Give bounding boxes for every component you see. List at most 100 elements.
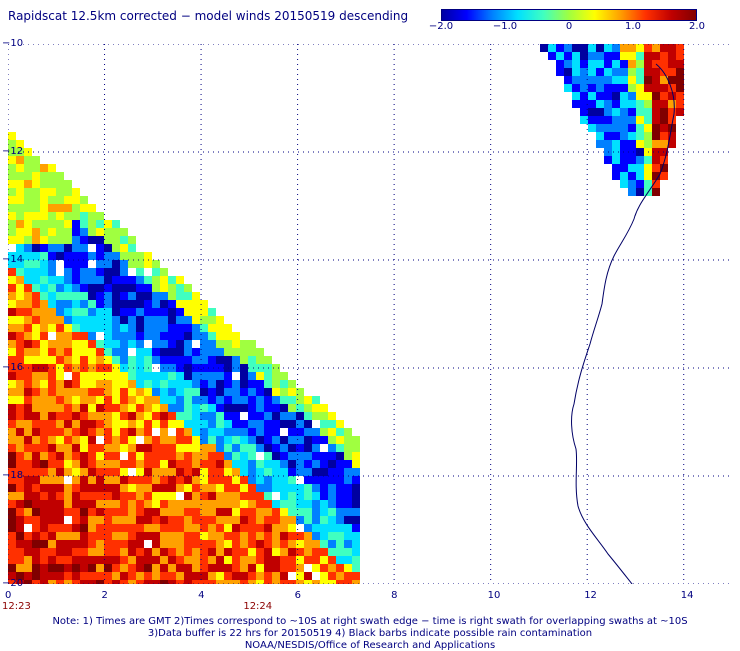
wind-cell	[184, 340, 192, 348]
x-tick-label: 6	[294, 590, 301, 601]
wind-cell	[208, 340, 216, 348]
wind-cell	[8, 156, 16, 164]
wind-cell	[16, 172, 24, 180]
wind-cell	[628, 180, 636, 188]
wind-cell	[152, 388, 160, 396]
wind-cell	[96, 412, 104, 420]
wind-cell	[48, 252, 56, 260]
wind-cell	[8, 580, 16, 584]
wind-cell	[256, 380, 264, 388]
wind-cell	[240, 540, 248, 548]
wind-cell	[660, 132, 668, 140]
wind-cell	[184, 324, 192, 332]
wind-cell	[120, 580, 128, 584]
wind-cell	[24, 244, 32, 252]
wind-cell	[184, 476, 192, 484]
wind-cell	[128, 548, 136, 556]
wind-cell	[80, 540, 88, 548]
wind-cell	[588, 100, 596, 108]
wind-cell	[288, 484, 296, 492]
colorbar-gradient	[441, 9, 697, 21]
wind-cell	[88, 460, 96, 468]
wind-cell	[136, 476, 144, 484]
wind-cell	[216, 508, 224, 516]
wind-cell	[192, 500, 200, 508]
wind-cell	[288, 436, 296, 444]
wind-cell	[312, 396, 320, 404]
wind-cell	[240, 444, 248, 452]
wind-cell	[48, 380, 56, 388]
wind-cell	[8, 332, 16, 340]
wind-cell	[8, 484, 16, 492]
wind-cell	[264, 468, 272, 476]
wind-cell	[328, 540, 336, 548]
wind-cell	[136, 452, 144, 460]
wind-cell	[48, 548, 56, 556]
wind-cell	[176, 476, 184, 484]
wind-cell	[112, 260, 120, 268]
wind-cell	[128, 452, 136, 460]
wind-cell	[660, 60, 668, 68]
wind-cell	[208, 556, 216, 564]
wind-cell	[556, 68, 564, 76]
wind-cell	[200, 492, 208, 500]
wind-cell	[32, 188, 40, 196]
wind-cell	[64, 244, 72, 252]
wind-cell	[64, 252, 72, 260]
wind-cell	[620, 60, 628, 68]
wind-cell	[192, 324, 200, 332]
wind-cell	[676, 76, 684, 84]
wind-cell	[248, 348, 256, 356]
wind-cell	[628, 44, 636, 52]
wind-cell	[88, 564, 96, 572]
wind-cell	[72, 460, 80, 468]
wind-cell	[668, 124, 676, 132]
wind-cell	[256, 548, 264, 556]
wind-cell	[112, 540, 120, 548]
wind-cell	[208, 484, 216, 492]
wind-cell	[16, 532, 24, 540]
wind-cell	[184, 460, 192, 468]
wind-cell	[40, 388, 48, 396]
wind-cell	[200, 516, 208, 524]
wind-cell	[216, 444, 224, 452]
wind-cell	[80, 572, 88, 580]
wind-cell	[80, 580, 88, 584]
wind-cell	[80, 388, 88, 396]
wind-cell	[168, 444, 176, 452]
wind-cell	[64, 228, 72, 236]
wind-cell	[184, 388, 192, 396]
wind-cell	[256, 348, 264, 356]
wind-cell	[208, 380, 216, 388]
wind-cell	[80, 244, 88, 252]
wind-cell	[48, 236, 56, 244]
wind-cell	[224, 356, 232, 364]
wind-cell	[32, 508, 40, 516]
wind-cell	[256, 516, 264, 524]
wind-cell	[240, 572, 248, 580]
wind-cell	[320, 452, 328, 460]
wind-cell	[16, 308, 24, 316]
wind-cell	[152, 420, 160, 428]
wind-cell	[48, 404, 56, 412]
wind-cell	[48, 260, 56, 268]
wind-cell	[120, 292, 128, 300]
wind-cell	[248, 580, 256, 584]
wind-cell	[304, 516, 312, 524]
wind-cell	[80, 292, 88, 300]
wind-cell	[192, 348, 200, 356]
wind-cell	[96, 420, 104, 428]
wind-cell	[8, 212, 16, 220]
wind-cell	[56, 220, 64, 228]
wind-cell	[32, 548, 40, 556]
wind-cell	[24, 508, 32, 516]
wind-cell	[152, 548, 160, 556]
wind-cell	[152, 404, 160, 412]
wind-cell	[56, 388, 64, 396]
wind-cell	[16, 428, 24, 436]
wind-cell	[176, 564, 184, 572]
wind-cell	[120, 548, 128, 556]
wind-cell	[240, 356, 248, 364]
wind-cell	[328, 500, 336, 508]
wind-cell	[144, 492, 152, 500]
